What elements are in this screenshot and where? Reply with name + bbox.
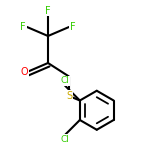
Text: Cl: Cl	[60, 135, 69, 144]
Text: F: F	[20, 22, 26, 32]
Text: S: S	[66, 91, 72, 101]
Text: O: O	[20, 67, 28, 77]
Text: Cl: Cl	[60, 76, 69, 85]
Text: F: F	[45, 6, 51, 15]
Text: F: F	[70, 22, 76, 32]
